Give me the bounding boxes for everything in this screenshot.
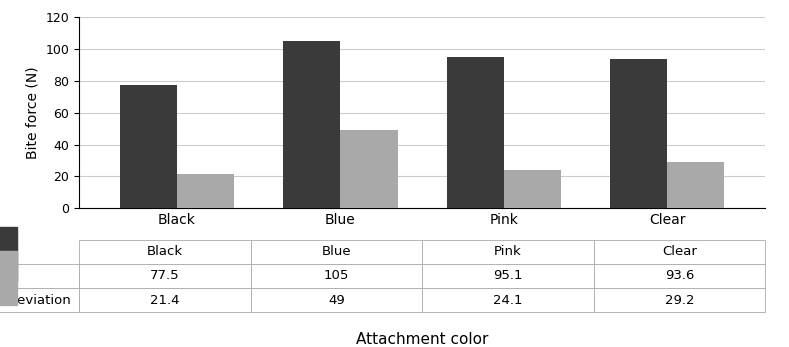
Bar: [0, 251, 17, 305]
Bar: [340, 130, 398, 208]
Bar: [504, 170, 561, 208]
Bar: [667, 162, 724, 208]
Y-axis label: Bite force (N): Bite force (N): [26, 67, 39, 159]
Bar: [283, 41, 340, 208]
Text: Attachment color: Attachment color: [356, 332, 488, 347]
Bar: [120, 85, 177, 208]
Bar: [447, 57, 504, 208]
Bar: [0, 227, 17, 281]
Bar: [177, 174, 234, 208]
Bar: [610, 59, 667, 208]
